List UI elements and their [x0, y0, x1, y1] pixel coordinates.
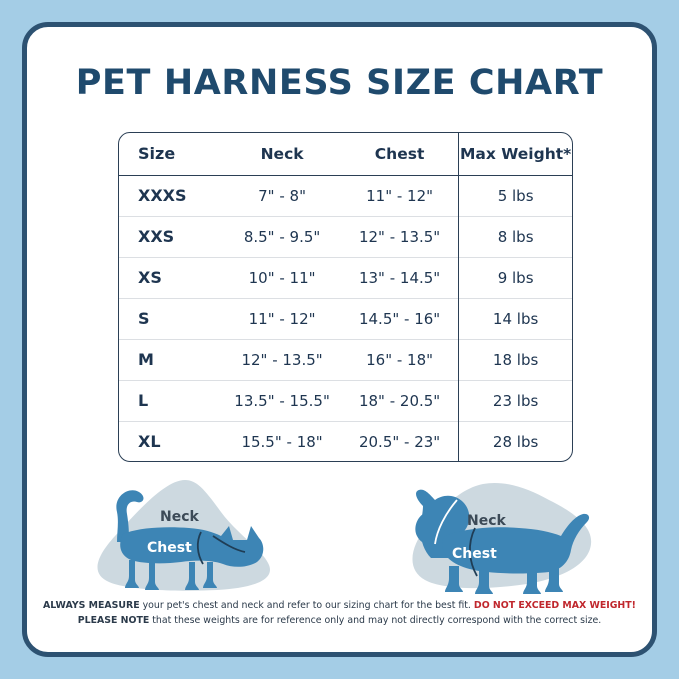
cell-size: XXXS: [138, 186, 187, 205]
cell-chest: 18" - 20.5": [340, 379, 459, 421]
cat-chest-label: Chest: [147, 540, 192, 556]
table-row: S 11" - 12" 14.5" - 16" 14 lbs: [119, 297, 572, 339]
column-header-size: Size: [119, 133, 224, 176]
dog-illustration: Neck Chest: [387, 470, 617, 595]
cell-max-weight: 9 lbs: [458, 256, 572, 298]
cell-size: XXS: [119, 215, 224, 257]
cell-size: S: [119, 297, 224, 339]
cell-chest: 13" - 14.5": [340, 256, 459, 298]
footer-always-measure: ALWAYS MEASURE: [43, 600, 140, 611]
cell-chest: 16" - 18": [340, 338, 459, 380]
cell-max-weight: 28 lbs: [458, 420, 572, 461]
cell-chest: 12" - 13.5": [340, 215, 459, 257]
cell-size: L: [119, 379, 224, 421]
cat-silhouette: [116, 490, 264, 590]
illustrations-row: Neck Chest Neck Chest: [27, 470, 652, 595]
table-row: XL 15.5" - 18" 20.5" - 23" 28 lbs: [119, 420, 572, 461]
cell-chest: 20.5" - 23": [340, 420, 459, 461]
table-header-row: Size Neck Chest Max Weight*: [119, 133, 572, 176]
dog-chest-label: Chest: [452, 546, 497, 562]
cell-neck: 12" - 13.5": [223, 338, 341, 380]
table-row: M 12" - 13.5" 16" - 18" 18 lbs: [119, 338, 572, 380]
footer-line-2: PLEASE NOTE that these weights are for r…: [39, 614, 640, 629]
footer-please-note: PLEASE NOTE: [77, 614, 150, 626]
cell-neck: 10" - 11": [223, 256, 341, 298]
footer-line-2-text: that these weights are for reference onl…: [149, 614, 602, 626]
dog-silhouette: [415, 489, 590, 594]
footer-note: ALWAYS MEASURE your pet's chest and neck…: [39, 599, 640, 628]
dog-neck-label: Neck: [467, 513, 507, 529]
cell-neck: 11" - 12": [223, 297, 341, 339]
footer-warning: DO NOT EXCEED MAX WEIGHT!: [473, 600, 636, 611]
cell-size: M: [119, 338, 224, 380]
footer-line-1: ALWAYS MEASURE your pet's chest and neck…: [39, 599, 640, 614]
footer-line-1-text: your pet's chest and neck and refer to o…: [139, 600, 474, 611]
cell-size: XS: [119, 256, 224, 298]
cell-max-weight: 5 lbs: [458, 175, 572, 216]
size-chart-table: Size Neck Chest Max Weight* XXXS 7" - 8"…: [118, 132, 573, 462]
dog-neck-measure-line: [434, 499, 458, 545]
column-header-chest: Chest: [340, 133, 459, 176]
column-header-neck: Neck: [223, 133, 341, 176]
cell-neck: 7" - 8": [258, 186, 306, 205]
table-row: L 13.5" - 15.5" 18" - 20.5" 23 lbs: [119, 379, 572, 421]
table-row: XXS 8.5" - 9.5" 12" - 13.5" 8 lbs: [119, 215, 572, 257]
cell-neck: 15.5" - 18": [223, 420, 341, 461]
cell-max-weight: 18 lbs: [458, 338, 572, 380]
chart-card: PET HARNESS SIZE CHART Size Neck Chest M…: [22, 22, 657, 657]
dog-chest-measure-line: [469, 527, 478, 577]
table-row: XXXS 7" - 8" 11" - 12" 5 lbs: [119, 175, 572, 216]
cell-max-weight: 23 lbs: [458, 379, 572, 421]
column-header-max-weight: Max Weight*: [458, 133, 572, 176]
cat-chest-measure-line: [212, 535, 246, 553]
cell-max-weight: 8 lbs: [458, 215, 572, 257]
cell-neck: 8.5" - 9.5": [223, 215, 341, 257]
cat-neck-label: Neck: [160, 509, 200, 525]
cell-max-weight: 14 lbs: [458, 297, 572, 339]
cell-chest: 11" - 12": [366, 186, 434, 205]
cell-neck: 13.5" - 15.5": [223, 379, 341, 421]
table-row: XS 10" - 11" 13" - 14.5" 9 lbs: [119, 256, 572, 298]
cat-neck-measure-line: [196, 531, 204, 565]
cat-illustration: Neck Chest: [77, 470, 307, 595]
cell-chest: 14.5" - 16": [340, 297, 459, 339]
cell-size: XL: [119, 420, 224, 461]
page-title: PET HARNESS SIZE CHART: [75, 63, 604, 103]
